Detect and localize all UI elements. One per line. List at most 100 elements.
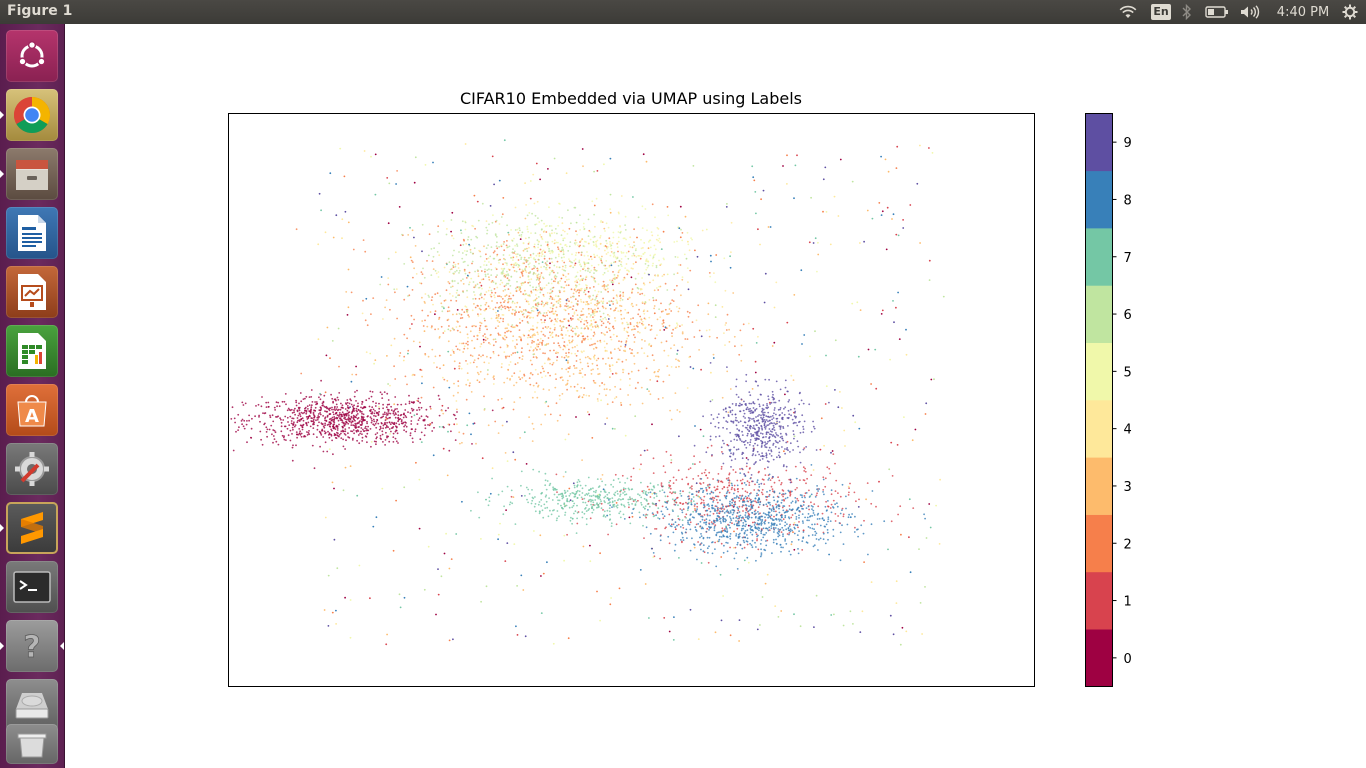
point — [572, 492, 575, 495]
point — [717, 495, 720, 498]
point — [567, 273, 570, 275]
session-gear-icon[interactable] — [1338, 0, 1362, 24]
wifi-icon[interactable] — [1117, 0, 1139, 24]
point — [794, 488, 797, 491]
point — [409, 226, 411, 229]
point — [524, 298, 527, 301]
chrome-icon[interactable] — [6, 89, 58, 141]
point — [336, 427, 339, 429]
point — [657, 273, 659, 276]
point — [526, 250, 529, 253]
point — [564, 318, 567, 320]
point — [418, 478, 421, 481]
point — [580, 327, 583, 330]
disk-drive-icon[interactable] — [6, 679, 58, 731]
point — [771, 345, 774, 347]
point — [501, 407, 504, 410]
point — [557, 351, 559, 354]
point — [457, 391, 459, 394]
point — [385, 299, 388, 301]
files-icon[interactable] — [6, 148, 58, 200]
point — [442, 376, 444, 379]
libreoffice-impress-icon[interactable] — [6, 266, 58, 318]
point — [623, 327, 626, 330]
point — [416, 409, 418, 411]
point — [745, 457, 748, 459]
point — [672, 491, 675, 494]
bluetooth-icon[interactable] — [1178, 0, 1196, 24]
point — [452, 328, 455, 331]
point — [528, 212, 531, 214]
point — [666, 495, 669, 498]
point — [353, 404, 355, 407]
point — [578, 480, 581, 483]
libreoffice-writer-icon[interactable] — [6, 207, 58, 259]
point — [504, 452, 507, 454]
point — [412, 402, 415, 404]
window-title: Figure 1 — [7, 3, 73, 19]
point — [597, 326, 600, 329]
point — [506, 240, 508, 242]
point — [379, 391, 382, 394]
point — [368, 397, 370, 400]
running-indicator — [0, 111, 4, 119]
point — [912, 507, 915, 509]
ubuntu-dash-icon[interactable] — [6, 30, 58, 82]
point — [827, 516, 830, 519]
point — [575, 360, 578, 362]
point — [643, 272, 646, 275]
point — [344, 428, 347, 430]
point — [528, 294, 531, 297]
point — [501, 424, 504, 427]
point — [375, 443, 377, 446]
point — [563, 534, 566, 537]
trash-icon[interactable] — [6, 724, 58, 764]
point — [607, 357, 610, 360]
volume-icon[interactable] — [1238, 0, 1262, 24]
keyboard-language-indicator[interactable]: En — [1150, 0, 1172, 24]
point — [462, 342, 465, 345]
point — [558, 344, 561, 347]
point — [473, 324, 475, 327]
point — [357, 402, 359, 405]
clock[interactable]: 4:40 PM — [1276, 4, 1330, 20]
sublime-text-icon[interactable] — [6, 502, 58, 554]
point — [662, 321, 665, 324]
point — [291, 446, 294, 449]
point — [703, 519, 706, 522]
point — [237, 429, 240, 431]
battery-icon[interactable] — [1203, 0, 1231, 24]
point — [345, 291, 348, 293]
point — [610, 247, 613, 250]
point — [417, 419, 420, 421]
point — [583, 265, 586, 267]
point — [627, 394, 629, 396]
point — [631, 288, 634, 290]
system-settings-icon[interactable] — [6, 443, 58, 495]
point — [522, 333, 525, 336]
point — [677, 469, 680, 472]
libreoffice-calc-icon[interactable] — [6, 325, 58, 377]
point — [492, 214, 494, 217]
point — [590, 269, 593, 272]
point — [537, 273, 540, 276]
help-icon[interactable]: ? — [6, 620, 58, 672]
point — [498, 246, 500, 248]
point — [331, 611, 334, 614]
point — [598, 385, 601, 387]
terminal-icon[interactable] — [6, 561, 58, 613]
point — [543, 222, 545, 225]
point — [604, 307, 607, 310]
software-center-icon[interactable]: A — [6, 384, 58, 436]
point — [294, 424, 297, 426]
point — [510, 354, 513, 356]
point — [727, 477, 730, 479]
point — [529, 180, 532, 182]
point — [387, 257, 390, 260]
point — [348, 402, 351, 405]
point — [816, 492, 818, 495]
point — [703, 502, 705, 504]
point — [411, 437, 414, 440]
point — [413, 181, 416, 184]
point — [581, 498, 584, 500]
